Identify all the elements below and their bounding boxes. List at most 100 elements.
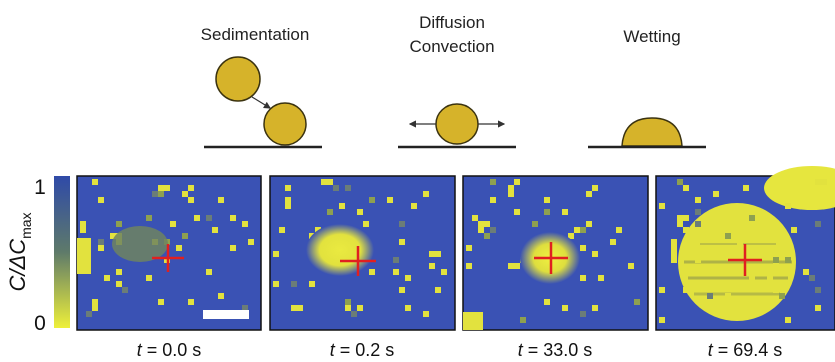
noise-pixel xyxy=(363,221,369,227)
droplet-signal xyxy=(306,224,374,276)
noise-pixel xyxy=(671,251,677,257)
noise-pixel xyxy=(586,221,592,227)
noise-pixel xyxy=(695,257,701,263)
noise-pixel xyxy=(683,185,689,191)
noise-pixel xyxy=(659,287,665,293)
noise-pixel xyxy=(508,191,514,197)
noise-pixel xyxy=(369,197,375,203)
stage-diffusion-convection: Diffusion Convection xyxy=(398,13,516,149)
falling-droplet xyxy=(215,56,261,102)
noise-pixel xyxy=(435,287,441,293)
noise-pixel xyxy=(176,245,182,251)
noise-pixel xyxy=(399,287,405,293)
noise-pixel xyxy=(821,179,827,185)
noise-pixel xyxy=(785,257,791,263)
noise-pixel xyxy=(815,305,821,311)
noise-pixel xyxy=(695,221,701,227)
noise-pixel xyxy=(86,311,92,317)
noise-pixel xyxy=(671,257,677,263)
noise-pixel xyxy=(351,311,357,317)
noise-pixel xyxy=(749,215,755,221)
noise-pixel xyxy=(610,239,616,245)
time-label-2: t = 0.2 s xyxy=(330,340,395,360)
noise-pixel xyxy=(580,311,586,317)
neighbor-droplet xyxy=(764,166,835,210)
noise-pixel xyxy=(285,197,291,203)
noise-pixel xyxy=(616,227,622,233)
frame-2 xyxy=(269,175,456,331)
noise-pixel xyxy=(514,179,520,185)
noise-pixel xyxy=(466,263,472,269)
noise-pixel xyxy=(586,191,592,197)
noise-pixel xyxy=(98,197,104,203)
noise-pixel xyxy=(478,227,484,233)
noise-pixel xyxy=(92,299,98,305)
noise-pixel xyxy=(544,209,550,215)
noise-pixel xyxy=(429,263,435,269)
noise-pixel xyxy=(399,221,405,227)
stage-label-wetting: Wetting xyxy=(623,27,680,46)
noise-pixel xyxy=(773,257,779,263)
noise-pixel xyxy=(484,233,490,239)
noise-pixel xyxy=(580,245,586,251)
noise-pixel xyxy=(182,233,188,239)
noise-pixel xyxy=(405,305,411,311)
noise-pixel xyxy=(291,281,297,287)
noise-pixel xyxy=(333,185,339,191)
crosshair xyxy=(340,246,376,276)
colorbar-min-label: 0 xyxy=(34,312,46,335)
noise-pixel xyxy=(544,197,550,203)
noise-pixel xyxy=(671,239,677,245)
noise-pixel xyxy=(315,227,321,233)
noise-pixel xyxy=(592,305,598,311)
noise-pixel xyxy=(478,221,484,227)
noise-pixel xyxy=(393,257,399,263)
noise-pixel xyxy=(755,227,761,233)
noise-pixel xyxy=(707,293,713,299)
noise-pixel xyxy=(345,299,351,305)
noise-pixel xyxy=(773,263,779,269)
noise-pixel xyxy=(182,191,188,197)
edge-droplet xyxy=(77,238,91,274)
noise-pixel xyxy=(327,179,333,185)
noise-pixel xyxy=(677,221,683,227)
noise-pixel xyxy=(695,197,701,203)
noise-pixel xyxy=(683,215,689,221)
noise-pixel xyxy=(98,239,104,245)
noise-pixel xyxy=(273,281,279,287)
noise-pixel xyxy=(206,215,212,221)
noise-pixel xyxy=(659,317,665,323)
noise-pixel xyxy=(683,227,689,233)
noise-pixel xyxy=(484,221,490,227)
noise-pixel xyxy=(785,203,791,209)
time-label-1: t = 0.0 s xyxy=(137,340,202,360)
noise-pixel xyxy=(411,203,417,209)
noise-pixel xyxy=(206,269,212,275)
noise-pixel xyxy=(508,263,514,269)
noise-pixel xyxy=(345,305,351,311)
noise-pixel xyxy=(514,209,520,215)
colorbar-title: C/ΔCmax xyxy=(5,212,34,291)
noise-pixel xyxy=(164,185,170,191)
frame-4 xyxy=(655,166,835,331)
noise-pixel xyxy=(695,281,701,287)
noise-pixel xyxy=(562,305,568,311)
noise-pixel xyxy=(683,287,689,293)
colorbar-gradient xyxy=(54,176,70,328)
crosshair xyxy=(152,244,184,272)
stage-sedimentation: Sedimentation xyxy=(201,25,322,149)
stage-wetting: Wetting xyxy=(588,27,706,149)
noise-pixel xyxy=(339,203,345,209)
noise-pixel xyxy=(230,245,236,251)
noise-pixel xyxy=(146,275,152,281)
noise-pixel xyxy=(116,281,122,287)
noise-pixel xyxy=(387,197,393,203)
noise-pixel xyxy=(472,215,478,221)
noise-pixel xyxy=(291,305,297,311)
noise-pixel xyxy=(803,269,809,275)
noise-pixel xyxy=(677,215,683,221)
noise-pixel xyxy=(749,275,755,281)
noise-pixel xyxy=(212,227,218,233)
time-label-4: t = 69.4 s xyxy=(708,340,783,360)
noise-pixel xyxy=(568,233,574,239)
